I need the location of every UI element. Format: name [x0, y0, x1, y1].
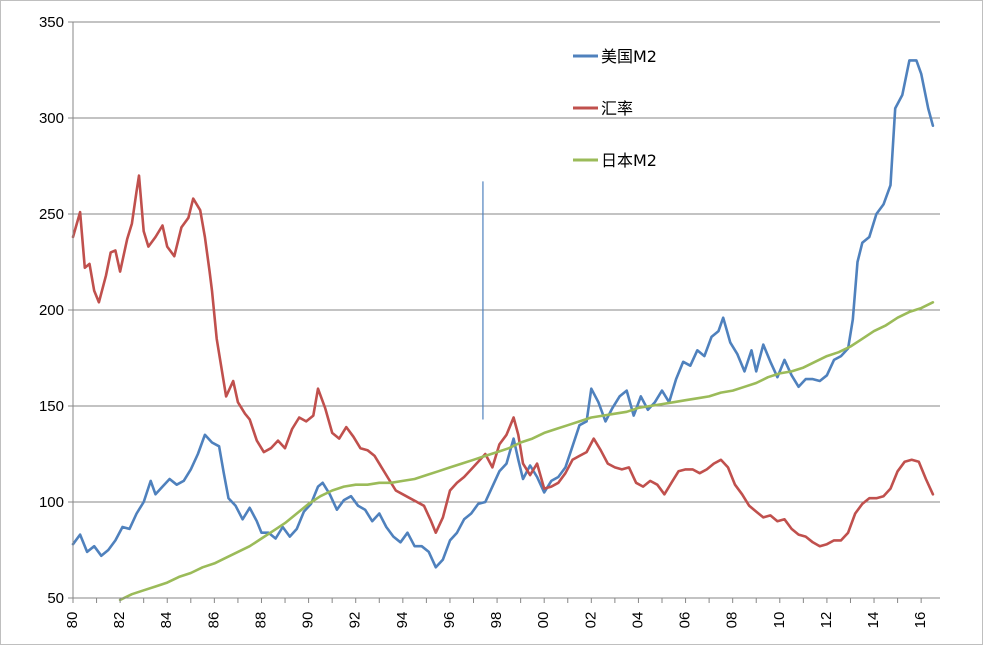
series-line-0: [71, 59, 935, 569]
y-tick-labels: 50 100 150 200 250 300 350: [39, 14, 64, 607]
x-tick-label: 10: [771, 612, 788, 629]
series-line-1: [71, 174, 935, 548]
y-tick-label: 200: [39, 302, 64, 319]
x-tick-label: 94: [394, 612, 411, 629]
x-tick-label: 80: [64, 612, 81, 629]
series-line-2: [118, 301, 935, 602]
y-tick-label: 50: [47, 590, 64, 607]
x-tick-label: 02: [582, 612, 599, 629]
x-tick-label: 04: [629, 612, 646, 629]
y-tick-label: 100: [39, 494, 64, 511]
x-tick-label: 86: [205, 612, 222, 629]
x-tick-label: 92: [347, 612, 364, 629]
x-tick-label: 14: [865, 612, 882, 629]
y-tick-label: 150: [39, 398, 64, 415]
x-tick-label: 90: [300, 612, 317, 629]
y-tick-label: 350: [39, 14, 64, 31]
y-tick-label: 300: [39, 110, 64, 127]
x-tick-label: 82: [111, 612, 128, 629]
x-tick-label: 00: [535, 612, 552, 629]
gridlines: [73, 21, 940, 503]
x-tick-labels: 80 82 84 86 88 90 92 94 96 98 00 02 04 06 08 10 12 14 16: [64, 612, 929, 629]
y-tick-label: 250: [39, 206, 64, 223]
x-tick-label: 84: [158, 612, 175, 629]
series-lines: [71, 59, 935, 602]
axes: [68, 21, 940, 603]
x-tick-label: 08: [724, 612, 741, 629]
x-tick-label: 16: [912, 612, 929, 629]
legend-label-2: 日本M2: [601, 151, 657, 170]
x-tick-label: 96: [441, 612, 458, 629]
legend-label-1: 汇率: [601, 99, 633, 118]
x-tick-label: 88: [252, 612, 269, 629]
x-tick-label: 98: [488, 612, 505, 629]
legend-label-0: 美国M2: [601, 47, 657, 66]
x-tick-label: 06: [677, 612, 694, 629]
x-tick-label: 12: [818, 612, 835, 629]
